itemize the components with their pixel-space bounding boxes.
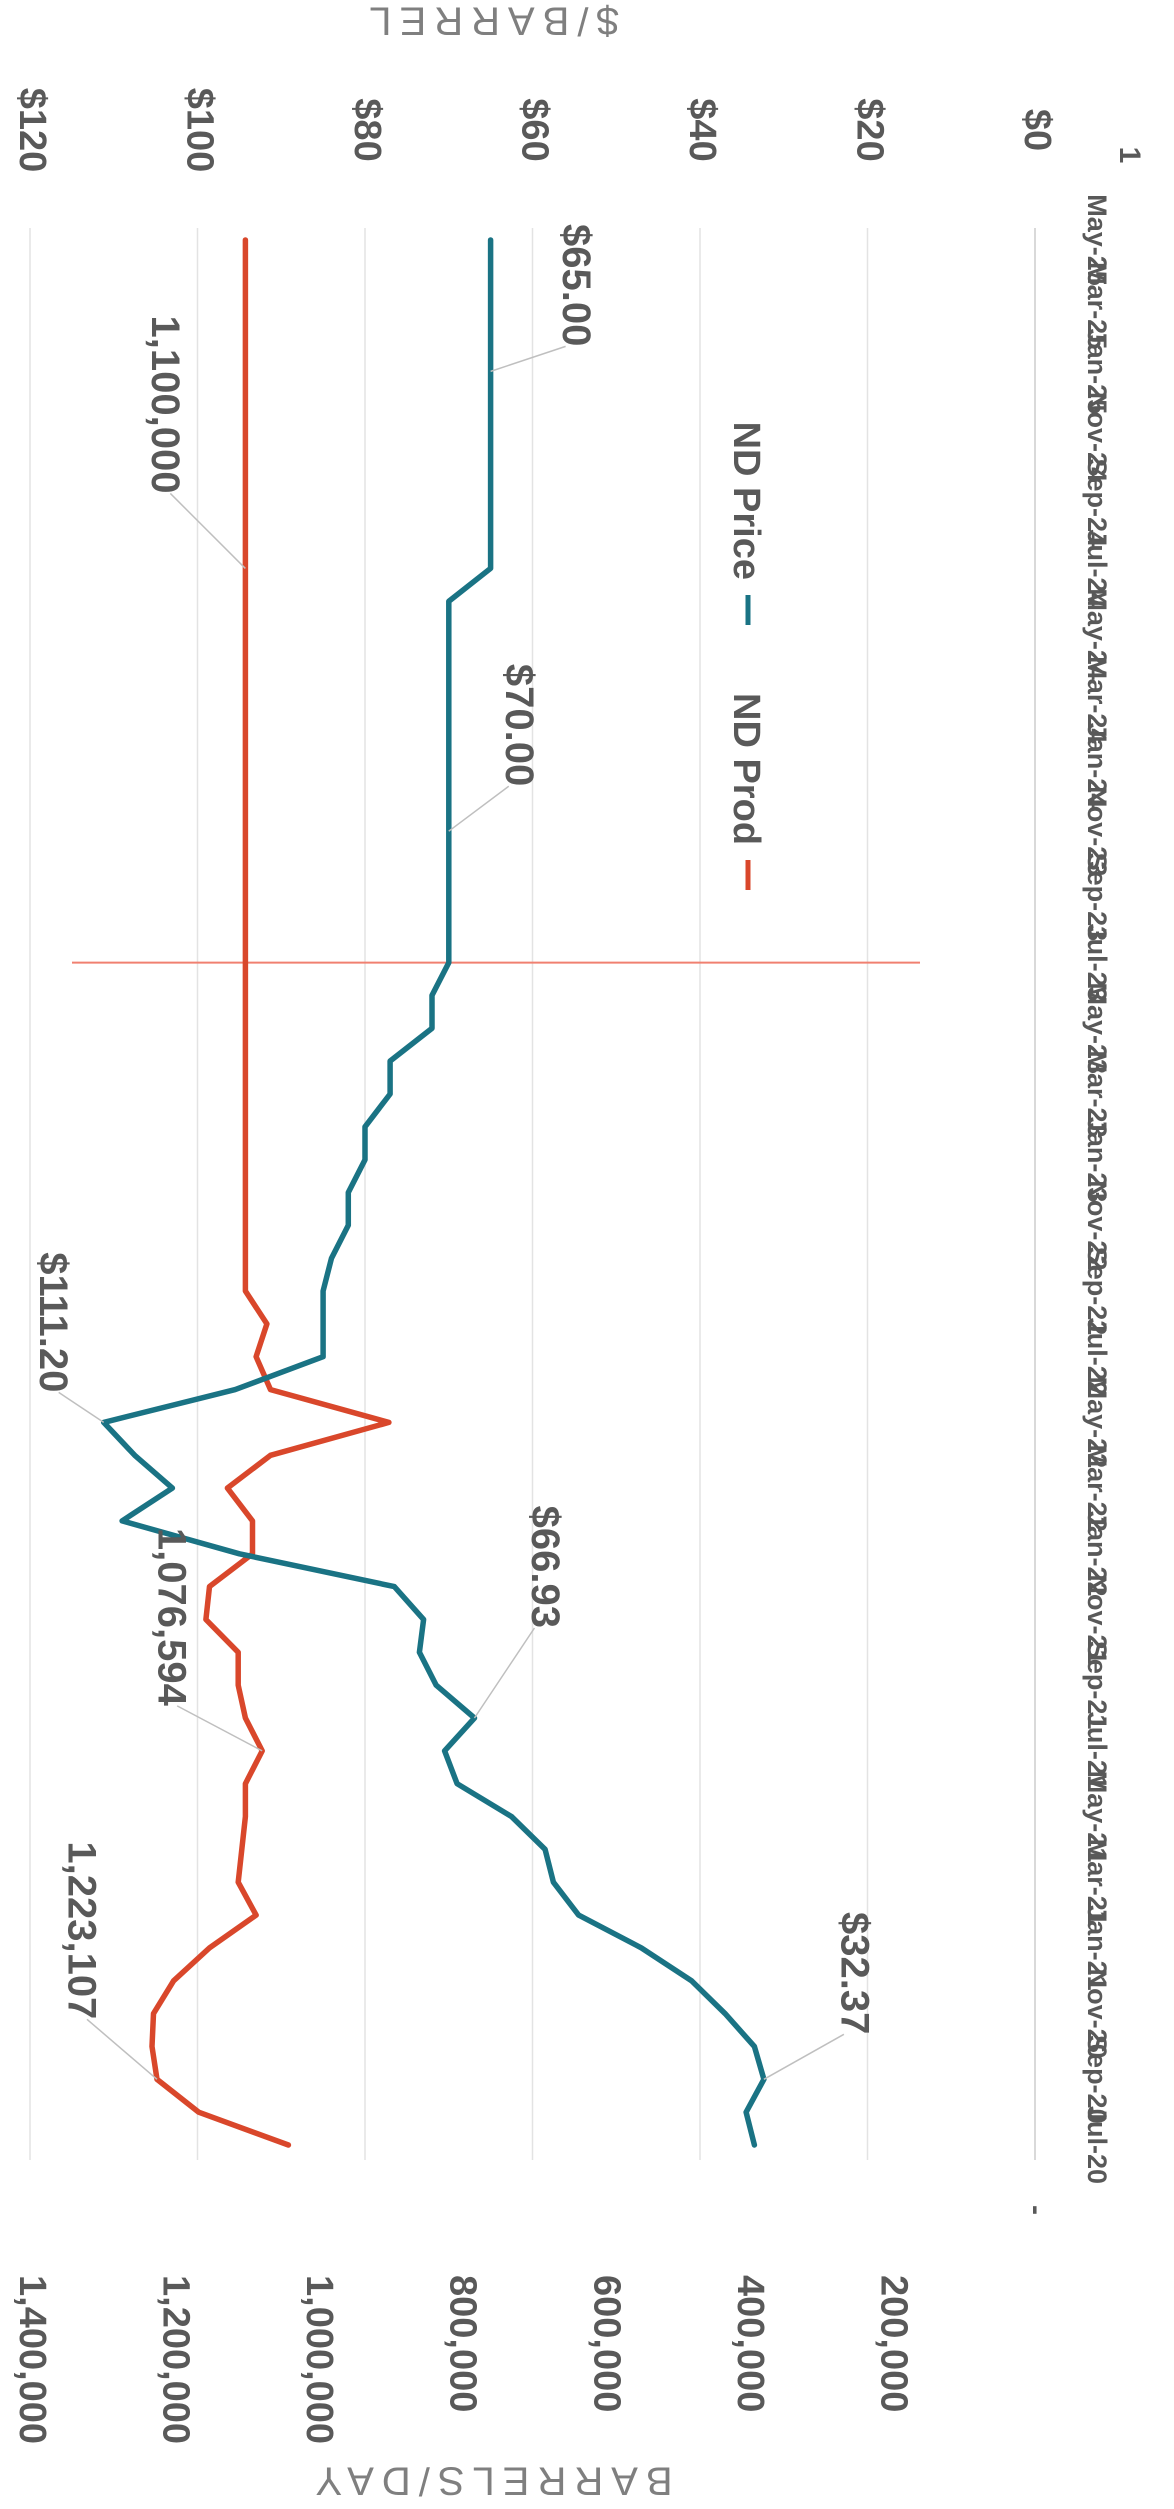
dollar-tick-label: $60 (513, 98, 555, 161)
data-label: $111.20 (31, 1252, 75, 1392)
barrels-tick-label: 800,000 (442, 2275, 484, 2412)
nd-prod-line (152, 240, 389, 2145)
data-label: $32.37 (832, 1912, 876, 2034)
barrels-tick-label: - (1020, 2205, 1053, 2215)
data-label: 1,100,000 (143, 315, 187, 493)
barrels-tick-label: 1,000,000 (298, 2275, 340, 2444)
legend-label: ND Prod (725, 693, 767, 845)
barrels-tick-label: 1,200,000 (155, 2275, 197, 2444)
legend-label: ND Price (725, 422, 767, 580)
dollar-tick-label: $20 (848, 98, 890, 161)
data-label-leader (170, 493, 245, 568)
data-label: 1,223,107 (59, 1841, 103, 2019)
data-label: 1,076,594 (150, 1528, 194, 1707)
data-label: $70.00 (497, 664, 541, 786)
data-label-leader (474, 1628, 534, 1718)
dollar-tick-label: $40 (681, 98, 723, 161)
dollar-tick-label: $80 (346, 98, 388, 161)
category-tick-label: May-25 (1082, 194, 1112, 286)
dollar-tick-label: $0 (1016, 109, 1058, 151)
barrels-tick-label: 600,000 (585, 2275, 627, 2412)
data-label-leader (491, 346, 566, 371)
barrels-tick-label: 200,000 (872, 2275, 914, 2412)
data-label-leader (87, 2019, 157, 2079)
barrels-tick-label: 1,400,000 (11, 2275, 53, 2444)
data-label-leader (764, 2034, 844, 2079)
dollar-tick-label: $100 (178, 88, 220, 173)
data-label-leader (59, 1392, 104, 1422)
data-label: $65.00 (554, 224, 598, 346)
data-label-leader (449, 786, 509, 831)
dollar-tick-label: $120 (11, 88, 53, 173)
dollar-axis-title: $/BARREL (361, 0, 618, 42)
corner-mark: 1 (1113, 147, 1146, 164)
data-label: $66.93 (523, 1506, 567, 1628)
barrels-axis-title: BARRELS/DAY (307, 2458, 672, 2502)
barrels-tick-label: 400,000 (729, 2275, 771, 2412)
